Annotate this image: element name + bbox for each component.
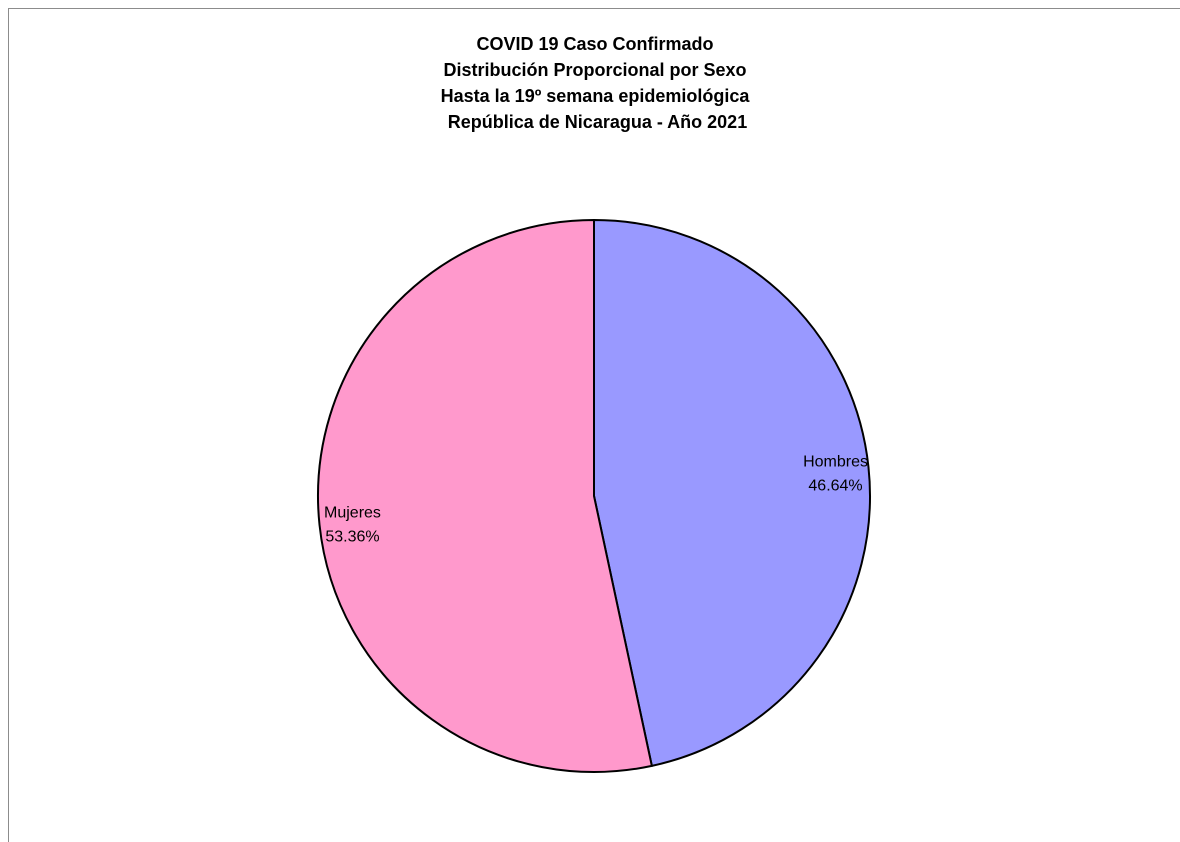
slice-label-hombres: Hombres 46.64%: [803, 453, 868, 494]
slice-label-name: Hombres: [803, 453, 868, 470]
chart-title-line-2: Distribución Proporcional por Sexo: [443, 60, 747, 80]
chart-title: COVID 19 Caso Confirmado Distribución Pr…: [9, 31, 1180, 135]
pie-slice-mujeres: [317, 219, 653, 773]
slice-label-percent: 46.64%: [808, 477, 862, 494]
chart-title-line-4: República de Nicaragua - Año 2021: [442, 112, 748, 132]
slice-label-percent: 53.36%: [325, 529, 379, 546]
pie-slice-hombres: [593, 219, 871, 767]
pie-labels: Hombres 46.64% Mujeres 53.36%: [324, 453, 868, 545]
slice-label-name: Mujeres: [324, 505, 381, 522]
chart-title-line-1: COVID 19 Caso Confirmado: [476, 34, 714, 54]
slice-label-mujeres: Mujeres 53.36%: [324, 505, 381, 546]
pie-slices: [317, 219, 871, 773]
chart-title-line-3: Hasta la 19º semana epidemiológica: [440, 86, 750, 106]
